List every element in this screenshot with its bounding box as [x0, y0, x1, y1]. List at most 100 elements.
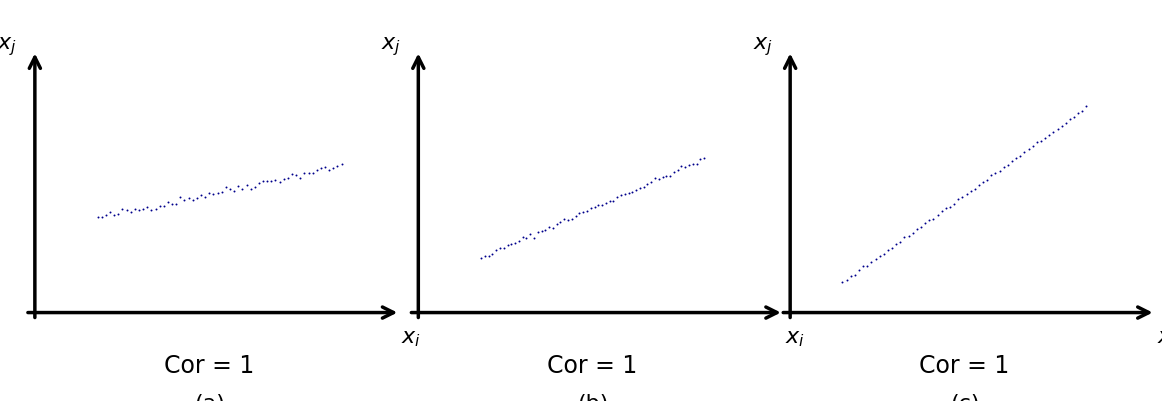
- Point: [187, 195, 206, 201]
- Point: [586, 205, 604, 211]
- Point: [626, 187, 645, 193]
- Point: [691, 156, 710, 163]
- Point: [316, 164, 335, 171]
- Point: [101, 209, 120, 216]
- Point: [134, 206, 152, 213]
- Point: [544, 226, 562, 232]
- Point: [295, 170, 314, 176]
- Point: [631, 185, 650, 192]
- Point: [634, 184, 653, 190]
- Point: [949, 197, 968, 203]
- Point: [93, 215, 112, 221]
- Point: [514, 235, 532, 241]
- Point: [878, 247, 897, 254]
- Point: [282, 171, 301, 178]
- Point: [332, 161, 351, 167]
- Point: [932, 209, 951, 215]
- Point: [551, 219, 569, 226]
- Point: [1024, 144, 1042, 150]
- Point: [525, 235, 544, 241]
- Point: [271, 179, 289, 186]
- Point: [279, 175, 297, 182]
- Point: [253, 178, 272, 184]
- Point: [559, 217, 578, 223]
- Point: [665, 170, 683, 176]
- Text: (c): (c): [949, 393, 980, 401]
- Point: [1016, 149, 1034, 156]
- Text: Cor = 1: Cor = 1: [547, 353, 638, 377]
- Point: [547, 222, 566, 228]
- Point: [300, 171, 318, 177]
- Point: [862, 259, 881, 266]
- Point: [1045, 130, 1063, 136]
- Point: [562, 216, 581, 222]
- Point: [155, 203, 173, 209]
- Point: [928, 212, 947, 218]
- Point: [653, 174, 672, 181]
- Point: [502, 241, 521, 247]
- Point: [205, 192, 223, 198]
- Point: [324, 165, 343, 172]
- Point: [517, 235, 536, 241]
- Text: $x_i$: $x_i$: [1156, 328, 1162, 348]
- Point: [163, 201, 181, 207]
- Point: [1048, 126, 1067, 133]
- Point: [113, 207, 131, 213]
- Point: [167, 201, 186, 207]
- Point: [987, 170, 1005, 177]
- Point: [604, 198, 623, 205]
- Point: [505, 241, 524, 247]
- Point: [1027, 140, 1046, 146]
- Point: [237, 183, 256, 189]
- Point: [192, 193, 210, 199]
- Point: [695, 155, 713, 162]
- Point: [308, 167, 327, 173]
- Point: [593, 202, 611, 209]
- Point: [175, 197, 194, 203]
- Point: [472, 255, 490, 262]
- Point: [953, 194, 971, 200]
- Point: [941, 204, 960, 211]
- Point: [184, 198, 202, 204]
- Text: Cor = 1: Cor = 1: [164, 353, 254, 377]
- Point: [887, 241, 905, 247]
- Point: [589, 202, 608, 208]
- Point: [601, 198, 619, 205]
- Point: [650, 176, 668, 182]
- Point: [672, 163, 690, 170]
- Point: [1056, 120, 1075, 127]
- Point: [866, 256, 884, 263]
- Point: [495, 245, 514, 251]
- Point: [1064, 115, 1083, 121]
- Text: $x_j$: $x_j$: [0, 35, 17, 58]
- Point: [937, 205, 955, 212]
- Point: [250, 180, 268, 186]
- Point: [224, 188, 243, 194]
- Point: [521, 231, 539, 238]
- Point: [130, 207, 149, 214]
- Point: [982, 172, 1000, 178]
- Point: [311, 165, 330, 172]
- Point: [912, 225, 931, 231]
- Point: [683, 161, 702, 168]
- Point: [555, 216, 574, 223]
- Point: [487, 247, 505, 253]
- Point: [646, 176, 665, 182]
- Point: [475, 253, 494, 260]
- Point: [328, 163, 346, 170]
- Text: $x_i$: $x_i$: [401, 328, 422, 348]
- Point: [1069, 111, 1088, 117]
- Point: [498, 242, 517, 248]
- Point: [916, 221, 934, 227]
- Point: [1073, 109, 1091, 115]
- Point: [883, 245, 902, 251]
- Point: [920, 217, 939, 223]
- Point: [480, 253, 498, 259]
- Point: [661, 174, 680, 180]
- Point: [88, 214, 107, 221]
- Point: [974, 179, 992, 186]
- Point: [109, 211, 128, 218]
- Point: [566, 214, 584, 220]
- Point: [849, 267, 868, 274]
- Point: [142, 207, 160, 214]
